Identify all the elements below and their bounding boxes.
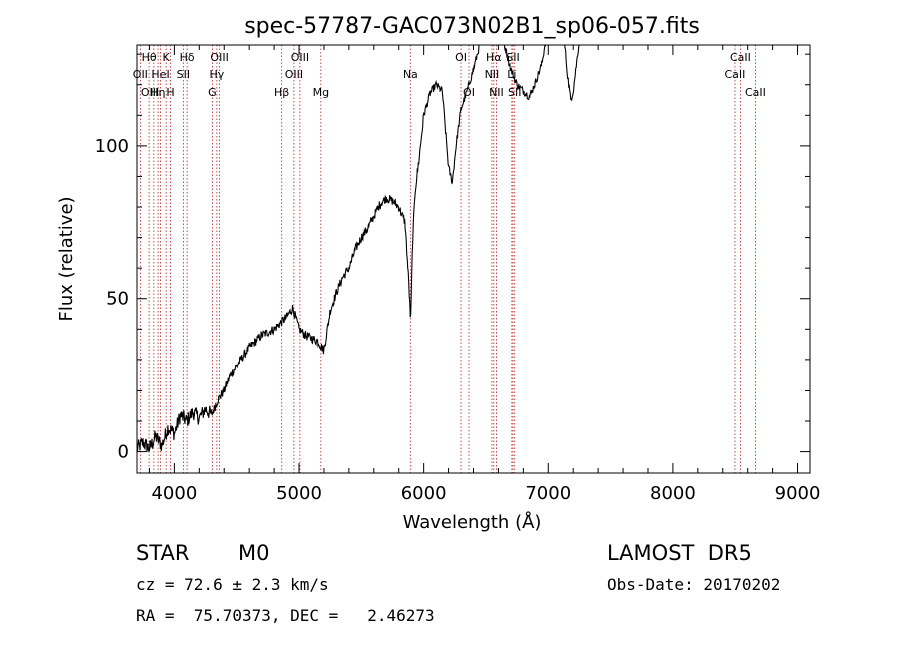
line-label: NII xyxy=(485,68,500,81)
line-label: Hη xyxy=(150,86,165,99)
y-tick-label: 100 xyxy=(95,136,129,157)
line-label: SII xyxy=(177,68,190,81)
survey-name: LAMOST DR5 xyxy=(607,541,752,565)
x-tick-label: 7000 xyxy=(525,483,571,504)
x-tick-label: 4000 xyxy=(151,483,197,504)
redshift-velocity: cz = 72.6 ± 2.3 km/s xyxy=(136,575,329,594)
observation-date: Obs-Date: 20170202 xyxy=(607,575,781,594)
x-axis: 4000 5000 6000 7000 8000 9000 xyxy=(148,45,821,504)
line-label: Hδ xyxy=(180,51,195,64)
line-label: Mg xyxy=(313,86,329,99)
y-tick-label: 50 xyxy=(106,289,129,310)
x-tick-label: 6000 xyxy=(401,483,447,504)
line-label: OII xyxy=(133,68,148,81)
chart-title: spec-57787-GAC073N02B1_sp06-057.fits xyxy=(244,14,700,39)
object-subclass: M0 xyxy=(238,541,270,565)
y-tick-label: 0 xyxy=(118,442,129,463)
x-tick-label: 8000 xyxy=(650,483,696,504)
line-label: H xyxy=(166,86,174,99)
line-label: Hα xyxy=(486,51,502,64)
line-label: Na xyxy=(403,68,418,81)
y-tick-label: 150 xyxy=(95,0,129,4)
line-label: OI xyxy=(455,51,467,64)
line-label: Hγ xyxy=(209,68,224,81)
line-label: HeI xyxy=(151,68,169,81)
line-label: OIII xyxy=(285,68,303,81)
line-label: Hθ xyxy=(142,51,157,64)
object-class: STAR xyxy=(136,541,190,565)
coordinates: RA = 75.70373, DEC = 2.46273 xyxy=(136,606,435,625)
line-label: OIII xyxy=(141,86,159,99)
line-label: Hβ xyxy=(274,86,289,99)
line-label: G xyxy=(208,86,217,99)
spectrum-line xyxy=(137,45,804,453)
line-label: CaII xyxy=(725,68,746,81)
line-label: CaII xyxy=(730,51,751,64)
line-label: Li xyxy=(507,68,516,81)
line-label: K xyxy=(163,51,171,64)
line-label: OI xyxy=(463,86,475,99)
line-label: SII xyxy=(506,51,519,64)
x-tick-label: 9000 xyxy=(775,483,821,504)
plot-frame xyxy=(136,44,811,474)
line-label: OIII xyxy=(291,51,309,64)
y-axis-label: Flux (relative) xyxy=(56,196,77,321)
y-axis: 0 50 100 150 xyxy=(95,0,810,463)
x-axis-label: Wavelength (Å) xyxy=(403,511,542,533)
x-tick-label: 5000 xyxy=(276,483,322,504)
line-label: OIII xyxy=(210,51,228,64)
line-label: NII xyxy=(489,86,504,99)
line-label: CaII xyxy=(745,86,766,99)
line-markers xyxy=(139,45,756,473)
